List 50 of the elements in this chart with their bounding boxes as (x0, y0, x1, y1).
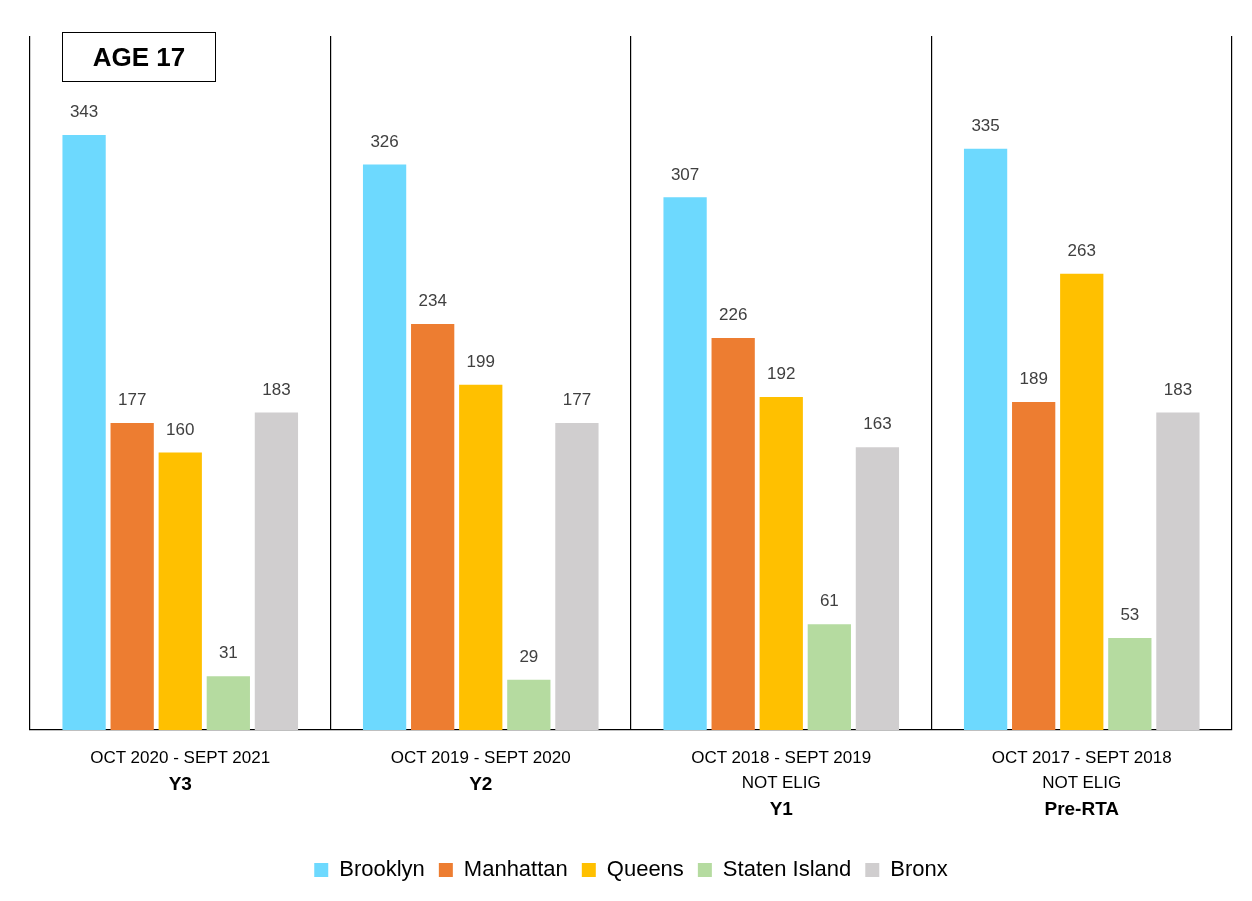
bar (759, 396, 803, 730)
bar (411, 324, 455, 730)
legend-label: Staten Island (722, 856, 852, 882)
data-label: 177 (562, 390, 592, 410)
bar (110, 422, 154, 730)
data-label: 192 (767, 364, 796, 384)
bar (459, 384, 503, 730)
bar (963, 148, 1008, 730)
bar (855, 447, 900, 730)
data-label: 61 (819, 591, 839, 611)
data-label: 29 (519, 646, 539, 666)
data-label: 335 (971, 115, 1000, 135)
data-label: 163 (863, 414, 892, 434)
data-label: 183 (1163, 379, 1193, 399)
data-label: 199 (466, 351, 495, 371)
legend-label: Manhattan (463, 856, 568, 882)
bar (663, 197, 707, 730)
bar (1156, 412, 1200, 730)
legend-label: Bronx (890, 856, 948, 882)
bar (807, 624, 851, 730)
bar (254, 412, 299, 730)
bar (1108, 638, 1152, 730)
data-label: 183 (262, 379, 291, 399)
data-label: 160 (166, 419, 195, 439)
data-label: 307 (670, 164, 700, 184)
bar (62, 134, 106, 730)
bar (158, 452, 202, 730)
data-label: 234 (418, 291, 447, 311)
bar (362, 164, 407, 730)
data-label: 326 (370, 131, 399, 151)
data-label: 226 (718, 305, 748, 325)
bar (1060, 273, 1104, 730)
data-label: 263 (1067, 240, 1096, 260)
bar (1012, 402, 1056, 730)
legend-label: Queens (606, 856, 684, 882)
data-label: 31 (218, 643, 238, 663)
x-tick-label: OCT 2020 - SEPT 2021 Y3 (90, 748, 271, 794)
chart-title: AGE 17 (62, 32, 216, 82)
x-tick-label: OCT 2018 - SEPT 2019 NOT ELIG Y1 (691, 748, 872, 819)
data-label: 343 (69, 102, 99, 122)
bar (711, 337, 755, 730)
x-tick-label: OCT 2017 - SEPT 2018 NOT ELIG Pre-RTA (991, 748, 1172, 819)
data-label: 177 (117, 390, 147, 410)
data-label: 53 (1120, 605, 1140, 625)
bar (206, 676, 250, 730)
data-label: 189 (1019, 369, 1048, 389)
bar (555, 422, 599, 730)
x-tick-label: OCT 2019 - SEPT 2020 Y2 (390, 748, 571, 794)
bar (507, 679, 551, 730)
legend-label: Brooklyn (339, 856, 425, 882)
